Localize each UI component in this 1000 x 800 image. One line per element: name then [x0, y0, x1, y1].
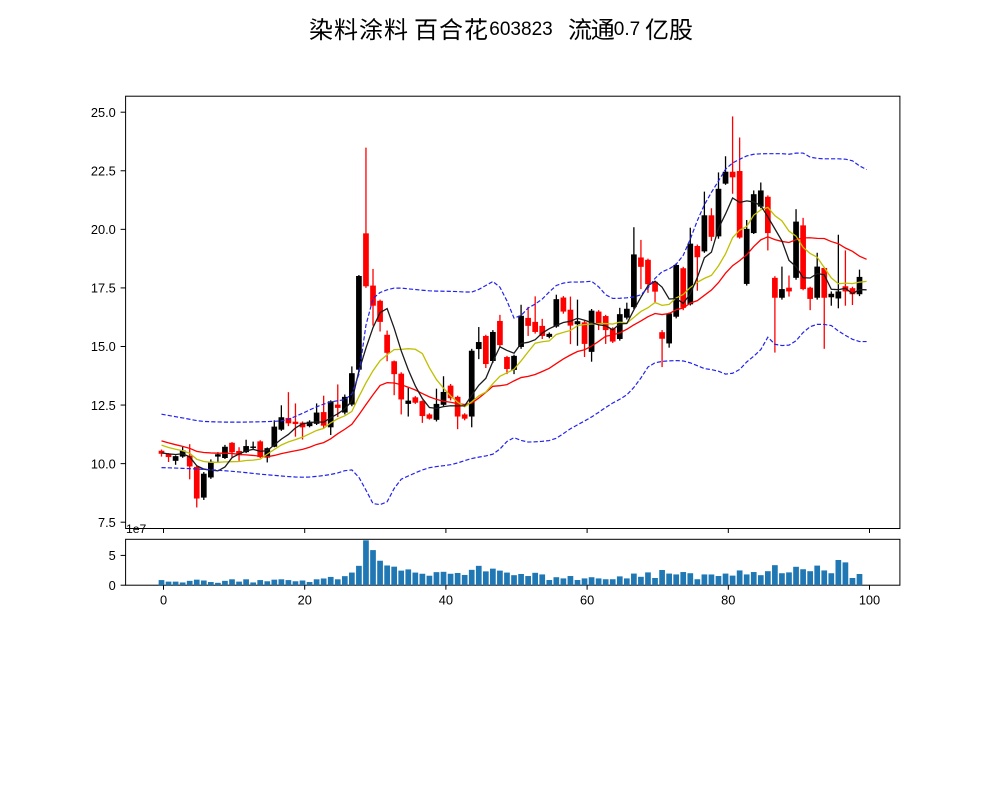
svg-text:7.5: 7.5 [98, 515, 116, 530]
svg-text:12.5: 12.5 [91, 398, 116, 413]
svg-text:25.0: 25.0 [91, 105, 116, 120]
svg-text:60: 60 [580, 593, 594, 608]
svg-text:100: 100 [859, 593, 880, 608]
svg-text:0: 0 [109, 578, 116, 593]
svg-text:5: 5 [109, 548, 116, 563]
svg-text:20: 20 [298, 593, 312, 608]
svg-text:22.5: 22.5 [91, 163, 116, 178]
svg-text:20.0: 20.0 [91, 222, 116, 237]
svg-text:1e7: 1e7 [126, 522, 147, 536]
svg-text:10.0: 10.0 [91, 456, 116, 471]
svg-text:15.0: 15.0 [91, 339, 116, 354]
svg-text:17.5: 17.5 [91, 281, 116, 296]
svg-text:603823: 603823 [489, 19, 552, 40]
svg-text:0.7: 0.7 [614, 19, 640, 40]
svg-text:80: 80 [721, 593, 735, 608]
svg-text:40: 40 [439, 593, 453, 608]
svg-text:0: 0 [160, 593, 167, 608]
